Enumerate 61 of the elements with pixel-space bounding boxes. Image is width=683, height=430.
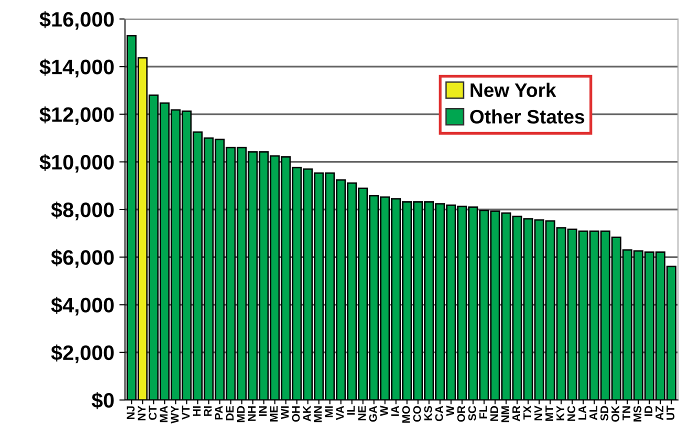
x-tick-label: VT: [182, 406, 190, 420]
x-tick-label: IL: [347, 406, 355, 415]
y-tick-label: $12,000: [40, 106, 114, 126]
x-tick-label: MS: [633, 406, 642, 422]
y-tick-label: $4,000: [51, 296, 114, 316]
x-tick-label: IN: [259, 406, 267, 416]
x-tick-label: KS: [424, 406, 432, 420]
x-tick-label: CO: [413, 406, 422, 422]
x-tick-label: NM: [501, 406, 510, 422]
x-tick-label: HI: [192, 406, 201, 416]
legend-label: Other States: [470, 109, 584, 124]
x-tick-label: FL: [479, 406, 487, 418]
x-tick-label: GA: [369, 406, 377, 422]
x-tick-label: AZ: [656, 406, 664, 420]
y-tick-label: $2,000: [51, 344, 114, 364]
x-tick-label: NE: [358, 406, 366, 420]
x-tick-label: CT: [148, 406, 157, 420]
x-tick-label: KY: [556, 406, 564, 420]
x-tick-label: NC: [567, 406, 576, 421]
y-tick-label: $16,000: [40, 11, 114, 30]
y-tick-label: $10,000: [40, 154, 114, 173]
x-tick-label: NH: [248, 406, 256, 421]
x-tick-label: NY: [138, 406, 146, 420]
x-tick-label: SD: [600, 406, 608, 421]
y-tick-label: $8,000: [51, 202, 114, 220]
x-tick-label: W: [446, 406, 454, 416]
y-tick-label: $0: [92, 392, 114, 410]
x-tick-label: MO: [402, 406, 410, 423]
x-tick-label: AK: [303, 406, 311, 422]
x-tick-label: OH: [292, 406, 300, 422]
y-tick-label: $6,000: [51, 249, 114, 268]
x-tick-label: ID: [644, 406, 652, 416]
x-tick-label: VA: [336, 406, 344, 420]
x-tick-label: DE: [226, 406, 234, 420]
x-tick-label: W: [380, 406, 388, 416]
x-tick-label: AL: [590, 406, 598, 420]
x-tick-label: UT: [666, 406, 674, 420]
x-tick-label: MT: [545, 406, 554, 421]
x-tick-label: PA: [214, 406, 223, 420]
x-tick-label: MI: [325, 406, 333, 418]
x-tick-label: MD: [237, 406, 245, 422]
x-tick-label: CA: [435, 406, 444, 422]
y-tick-label: $14,000: [40, 58, 114, 78]
x-tick-label: IA: [391, 406, 399, 416]
x-tick-label: ME: [270, 406, 278, 422]
x-tick-label: RI: [204, 406, 212, 416]
x-tick-label: WI: [281, 406, 289, 420]
x-tick-label: LA: [578, 406, 586, 420]
x-tick-label: SC: [468, 406, 476, 421]
legend-label: New York: [470, 82, 556, 98]
x-tick-label: MA: [160, 406, 168, 422]
x-tick-label: ND: [490, 406, 498, 421]
x-tick-label: OK: [611, 406, 620, 422]
x-tick-label: WY: [170, 406, 179, 424]
x-tick-label: TX: [523, 406, 532, 420]
x-tick-label: NJ: [126, 406, 135, 420]
x-tick-label: AR: [512, 406, 520, 422]
x-tick-label: TN: [622, 406, 630, 420]
x-tick-label: OR: [457, 406, 466, 422]
x-tick-label: NV: [534, 406, 542, 420]
x-tick-label: MN: [314, 406, 322, 422]
